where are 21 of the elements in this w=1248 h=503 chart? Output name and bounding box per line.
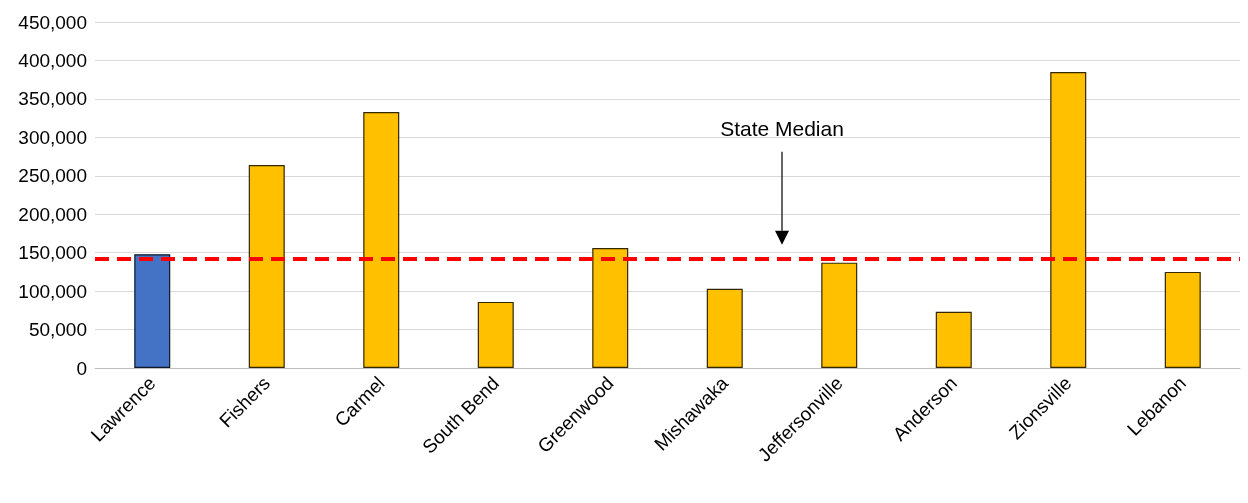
bar (1050, 71, 1087, 368)
bar (592, 248, 629, 368)
bar (821, 262, 858, 368)
bar (706, 288, 743, 368)
annotation: State Median (720, 117, 844, 141)
bar (477, 301, 514, 368)
bar (935, 311, 972, 368)
y-tick-label: 350,000 (18, 88, 87, 110)
bar (248, 165, 285, 368)
y-tick-label: 100,000 (18, 280, 87, 302)
bar (363, 111, 400, 368)
y-tick-label: 200,000 (18, 203, 87, 225)
bar (1164, 271, 1201, 368)
y-tick-label: 300,000 (18, 126, 87, 148)
y-tick-label: 0 (76, 357, 87, 379)
y-tick-label: 400,000 (18, 49, 87, 71)
y-tick-label: 250,000 (18, 165, 87, 187)
y-tick-label: 150,000 (18, 242, 87, 264)
y-tick-label: 450,000 (18, 11, 87, 33)
bar (134, 254, 171, 368)
y-tick-label: 50,000 (28, 319, 87, 341)
